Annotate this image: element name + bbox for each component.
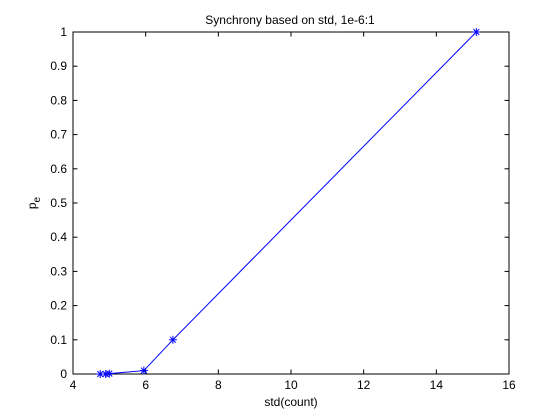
data-series bbox=[96, 28, 481, 378]
data-point-marker bbox=[139, 366, 148, 375]
x-tick-label: 4 bbox=[70, 378, 77, 392]
y-axis-title-subscript: e bbox=[32, 196, 43, 202]
data-point-marker bbox=[168, 335, 177, 344]
y-tick-label: 0.6 bbox=[50, 162, 67, 176]
x-tick-label: 12 bbox=[357, 378, 371, 392]
x-tick-label: 10 bbox=[284, 378, 298, 392]
y-tick-label: 0.4 bbox=[50, 230, 67, 244]
y-tick-label: 1 bbox=[60, 25, 67, 39]
x-axis-title: std(count) bbox=[264, 395, 317, 409]
y-tick-label: 0.7 bbox=[50, 128, 67, 142]
x-tick-label: 14 bbox=[430, 378, 444, 392]
y-tick-label: 0.5 bbox=[50, 196, 67, 210]
y-tick-label: 0.3 bbox=[50, 264, 67, 278]
x-tick-label: 6 bbox=[142, 378, 149, 392]
y-tick-label: 0 bbox=[60, 367, 67, 381]
y-tick-labels: 0 0.1 0.2 0.3 0.4 0.5 0.6 0.7 0.8 0.9 1 bbox=[50, 25, 67, 381]
plot-area bbox=[72, 31, 510, 375]
x-tick-labels: 4 6 8 10 12 14 16 bbox=[70, 378, 516, 392]
y-tick-label: 0.9 bbox=[50, 59, 67, 73]
x-tick-label: 8 bbox=[215, 378, 222, 392]
y-tick-label: 0.8 bbox=[50, 93, 67, 107]
y-axis-title-main: p bbox=[25, 202, 39, 209]
svg-text:pe: pe bbox=[25, 196, 43, 209]
chart-title: Synchrony based on std, 1e-6:1 bbox=[205, 13, 375, 27]
x-tick-label: 16 bbox=[502, 378, 516, 392]
y-tick-label: 0.1 bbox=[50, 333, 67, 347]
y-tick-label: 0.2 bbox=[50, 299, 67, 313]
data-point-marker bbox=[472, 28, 481, 36]
axis-ticks bbox=[72, 31, 510, 375]
data-point-marker bbox=[105, 369, 114, 378]
y-axis-title: pe bbox=[25, 196, 43, 209]
